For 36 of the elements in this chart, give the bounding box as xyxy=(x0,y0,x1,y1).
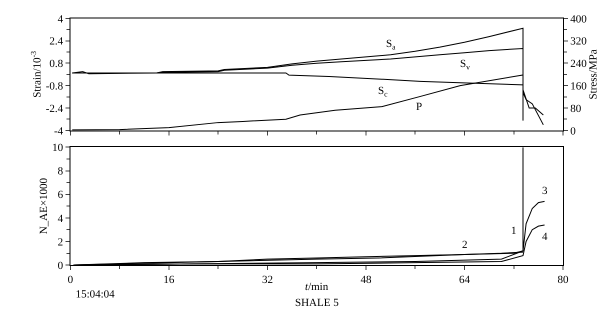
y2-tick-label: 240 xyxy=(570,58,588,70)
y-tick-label: -4 xyxy=(54,125,64,138)
y-tick-label: 10 xyxy=(52,142,64,154)
y-tick-label: -0.8 xyxy=(46,80,64,92)
y-axis-title: N_AE×1000 xyxy=(38,177,50,234)
x-tick-label: 0 15:04:04 xyxy=(26,274,116,301)
x-tick-label: 48 xyxy=(360,274,372,286)
y-tick-label: 0.8 xyxy=(49,58,64,70)
y2-tick-label: 0 xyxy=(570,125,576,138)
y-tick-label: 4 xyxy=(58,212,64,225)
y-tick-label: 2.4 xyxy=(49,36,64,48)
series-label: P xyxy=(416,101,422,113)
series-label: S$_{c}$ xyxy=(378,85,388,98)
series-label: 2 xyxy=(462,239,468,251)
y2-tick-label: 160 xyxy=(570,80,588,92)
series-label: 4 xyxy=(542,231,548,243)
series-label: S$_{v}$ xyxy=(460,58,470,72)
y2-tick-label: 400 xyxy=(570,13,588,26)
y2-tick-label: 80 xyxy=(570,102,582,115)
y-tick-label: 6 xyxy=(58,189,64,202)
series-label: S$_{a}$ xyxy=(386,38,396,52)
x-axis-title: t/min xyxy=(305,281,329,293)
y-tick-label: -2.4 xyxy=(46,102,64,115)
x-tick-label: 16 xyxy=(163,274,175,286)
y-tick-label: 0 xyxy=(58,260,64,272)
y-tick-label: 2 xyxy=(58,236,64,248)
x-tick-label: 80 xyxy=(558,274,570,286)
y2-tick-label: 320 xyxy=(570,36,588,48)
series-label: 1 xyxy=(511,225,516,237)
y2-axis-title: Stress/MPa xyxy=(587,49,600,100)
y-tick-label: 8 xyxy=(58,166,64,178)
series-label: 3 xyxy=(542,185,548,197)
y-tick-label: 4 xyxy=(58,13,64,26)
text: SHALE 5 xyxy=(295,297,340,309)
x-tick-label: 64 xyxy=(459,274,471,286)
x-tick-label: 32 xyxy=(262,274,273,286)
